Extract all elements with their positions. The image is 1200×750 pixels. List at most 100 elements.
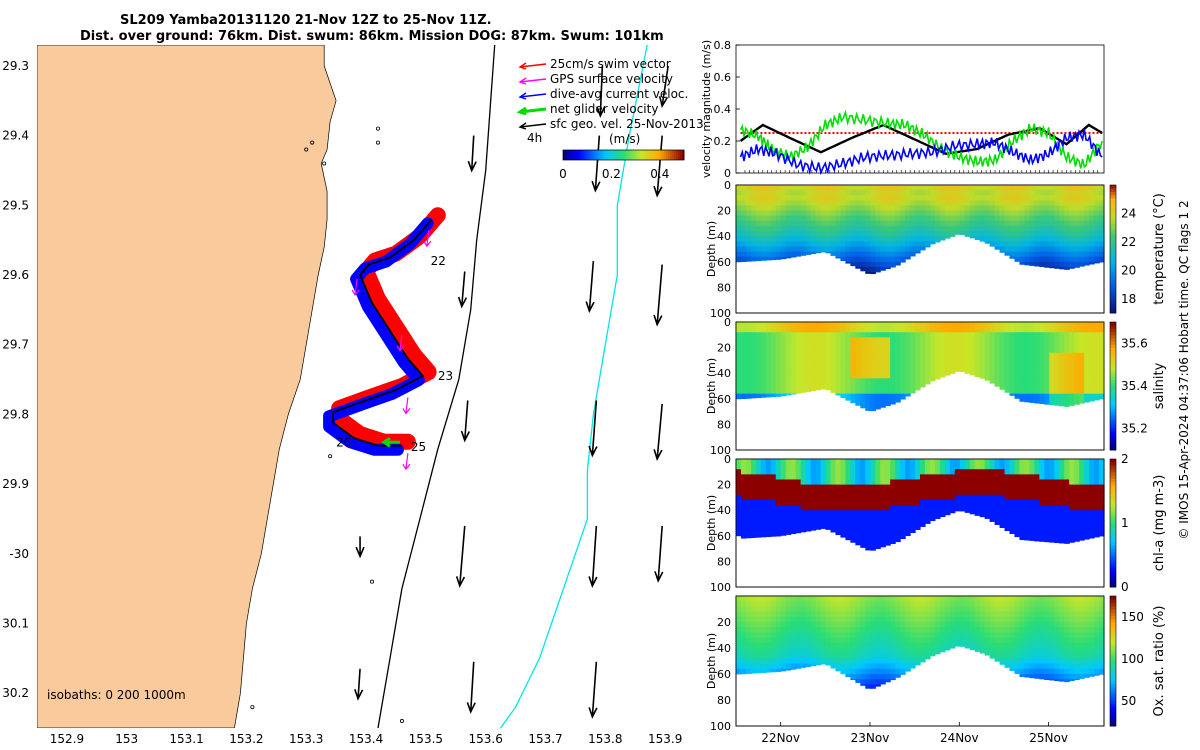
section-cell xyxy=(780,464,787,470)
section-colorbar-cell xyxy=(1110,338,1116,342)
section-cell xyxy=(929,596,936,602)
section-cell xyxy=(1029,337,1035,344)
section-cell xyxy=(775,322,782,328)
section-cell xyxy=(1009,489,1016,496)
section-cell xyxy=(745,210,752,217)
section-cell xyxy=(1069,332,1075,339)
section-cell xyxy=(1044,368,1050,374)
section-cell xyxy=(1039,332,1045,339)
section-cell xyxy=(745,510,752,516)
section-cell xyxy=(1039,357,1045,364)
section-cell xyxy=(765,658,772,665)
section-cell xyxy=(905,210,911,217)
colorbar-cell xyxy=(631,150,635,160)
section-cell xyxy=(939,642,946,649)
section-colorbar-cell xyxy=(1110,236,1116,240)
section-cell xyxy=(820,484,827,491)
section-cell xyxy=(1004,352,1011,359)
section-cell xyxy=(1049,403,1055,406)
section-cell xyxy=(905,347,911,354)
section-cell xyxy=(760,663,767,670)
section-cell xyxy=(969,220,976,227)
section-cell xyxy=(1034,479,1040,486)
section-cell xyxy=(1014,215,1021,222)
section-cell xyxy=(800,246,807,253)
section-cell xyxy=(1004,205,1011,212)
section-cell xyxy=(765,231,772,237)
section-cell xyxy=(875,616,881,623)
section-cell xyxy=(805,215,812,222)
section-cell xyxy=(959,327,966,333)
section-cell xyxy=(1009,225,1016,232)
section-cell xyxy=(875,357,881,364)
section-cell xyxy=(760,352,767,359)
section-cell xyxy=(929,362,936,369)
section-cell xyxy=(865,653,871,660)
section-cell xyxy=(1054,520,1060,527)
section-cell xyxy=(989,236,996,242)
section-cell xyxy=(865,530,871,537)
section-cell xyxy=(870,648,876,654)
section-cell xyxy=(750,474,757,481)
section-cell xyxy=(1014,668,1021,674)
section-cell xyxy=(760,251,767,258)
section-cell xyxy=(1084,616,1090,623)
section-cell xyxy=(900,362,906,369)
section-cell xyxy=(865,469,871,476)
section-cell xyxy=(1009,322,1016,328)
section-cell xyxy=(1094,484,1100,491)
section-cell xyxy=(840,241,847,248)
section-cell xyxy=(825,520,832,527)
section-cell xyxy=(1054,632,1060,639)
section-cell xyxy=(750,373,757,379)
section-cell xyxy=(770,653,777,660)
section-colorbar-cell xyxy=(1110,363,1116,368)
section-cell xyxy=(1059,251,1065,258)
section-cell xyxy=(1054,337,1060,344)
section-cell xyxy=(905,653,911,660)
section-cell xyxy=(855,231,861,237)
colorbar-cell xyxy=(587,150,590,160)
section-cell xyxy=(1009,530,1016,535)
section-cell xyxy=(1099,627,1105,634)
section-cell xyxy=(810,632,817,639)
section-cell xyxy=(1034,648,1040,654)
section-colorbar-cell xyxy=(1110,651,1116,655)
section-cell xyxy=(810,627,817,634)
section-cell xyxy=(800,347,807,354)
section-cell xyxy=(1024,231,1031,237)
section-cell xyxy=(1089,388,1095,395)
section-colorbar-cell xyxy=(1110,475,1116,479)
section-cell xyxy=(795,505,802,511)
section-cell xyxy=(780,342,787,349)
section-cell xyxy=(805,525,812,532)
section-cell xyxy=(890,499,896,506)
section-cell xyxy=(979,200,986,207)
section-cell xyxy=(770,484,777,491)
section-cell xyxy=(835,246,842,253)
section-cell xyxy=(924,210,931,217)
section-cell xyxy=(1004,622,1011,628)
section-cell xyxy=(999,200,1006,207)
section-cell xyxy=(840,648,847,654)
section-cell xyxy=(1054,261,1060,268)
section-cell xyxy=(1094,525,1100,532)
section-cell xyxy=(885,505,891,511)
section-cell xyxy=(830,489,837,496)
section-cell xyxy=(770,337,777,344)
section-cell xyxy=(920,622,926,628)
section-cell xyxy=(1044,378,1050,385)
section-cell xyxy=(1079,225,1085,232)
section-cell xyxy=(1029,398,1035,403)
section-cell xyxy=(1004,368,1011,374)
section-cell xyxy=(1059,332,1065,339)
section-cell xyxy=(805,246,812,253)
section-cell xyxy=(900,525,906,532)
section-colorbar-cell xyxy=(1110,191,1116,196)
section-cell xyxy=(845,637,851,644)
section-cell xyxy=(920,474,926,481)
colorbar-cell xyxy=(593,150,596,160)
section-cell xyxy=(755,510,762,516)
section-cell xyxy=(1089,674,1095,677)
section-cell xyxy=(840,535,847,538)
